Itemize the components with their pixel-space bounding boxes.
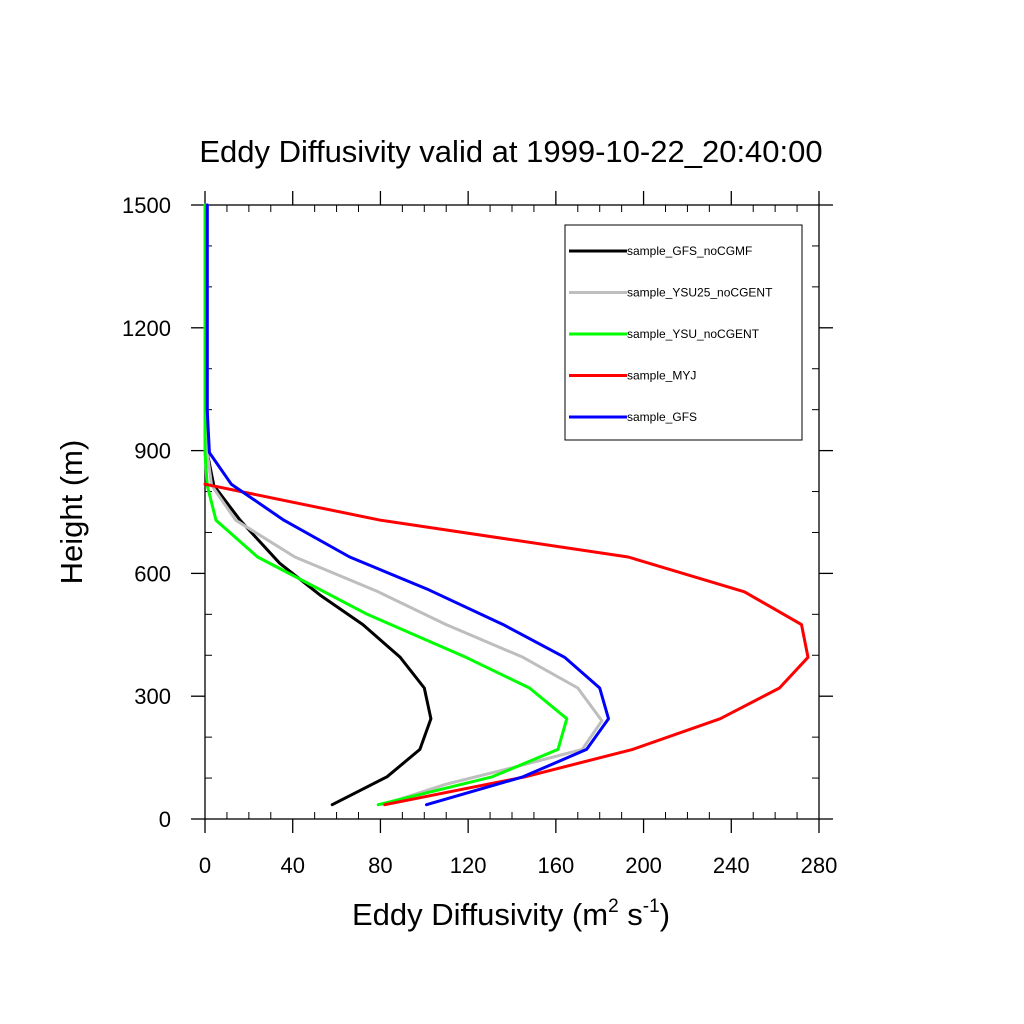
legend-label: sample_MYJ [627,369,696,383]
x-axis-title-main: Eddy Diffusivity (m [352,897,608,932]
y-tick-label: 300 [134,684,171,709]
y-tick-label: 1500 [122,193,171,218]
y-tick-label: 600 [134,561,171,586]
minor-ticks [205,205,819,819]
x-tick-labels: 0 40 80 120 160 200 240 280 [199,853,837,878]
x-tick-label: 80 [368,853,392,878]
legend: sample_GFS_noCGMF sample_YSU25_noCGENTsam… [564,224,803,441]
x-axis-title: Eddy Diffusivity (m2 s-1) [352,896,670,932]
series-line-sample_YSU25_noCGENT [205,203,604,807]
series-line-sample_YSU_noCGENT [203,203,569,807]
series-lines [203,203,810,807]
x-tick-label: 280 [801,853,838,878]
major-ticks [191,191,833,833]
x-axis-title-end: ) [660,897,670,932]
x-tick-label: 120 [450,853,487,878]
x-tick-label: 240 [713,853,750,878]
x-axis-title-sup2: -1 [643,896,660,917]
x-axis-title-sup1: 2 [608,896,619,917]
x-axis-title-mid: s [619,897,643,932]
x-tick-label: 200 [625,853,662,878]
x-tick-label: 40 [280,853,304,878]
x-tick-label: 0 [199,853,211,878]
y-axis-title: Height (m) [54,440,89,585]
legend-label: sample_YSU_noCGENT [627,327,760,341]
legend-label: sample_YSU25_noCGENT [627,286,773,300]
x-tick-label: 160 [537,853,574,878]
legend-label: sample_GFS_noCGMF [627,244,752,258]
series-line-sample_GFS_noCGMF [205,203,433,807]
y-tick-label: 0 [159,807,171,832]
series-line-sample_GFS [205,203,610,807]
y-tick-labels: 0 300 600 900 1200 1500 [122,193,171,832]
y-tick-label: 900 [134,439,171,464]
series-line-sample_MYJ [203,482,810,807]
legend-label: sample_GFS [627,410,697,424]
y-tick-label: 1200 [122,316,171,341]
chart-title: Eddy Diffusivity valid at 1999-10-22_20:… [199,134,822,169]
